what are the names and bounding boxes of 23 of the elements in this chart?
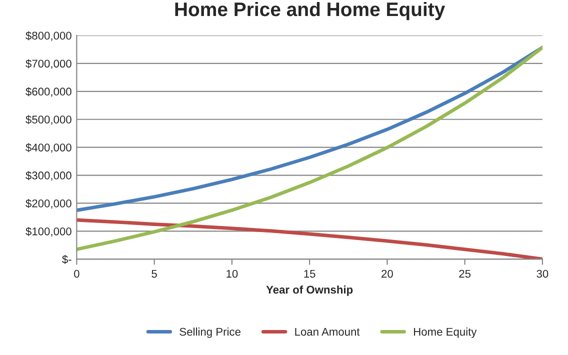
y-tick-label: $400,000 (26, 143, 72, 153)
y-tick-label: $700,000 (26, 59, 72, 69)
x-tick-label: 25 (459, 270, 471, 278)
y-tick-label: $600,000 (26, 87, 72, 97)
line-series (76, 46, 542, 212)
legend-label: Loan Amount (295, 328, 360, 336)
x-tick-label: 5 (152, 270, 157, 278)
y-tick-label: $500,000 (26, 115, 72, 125)
x-axis-title: Year of Ownship (266, 285, 353, 296)
x-tick-label: 15 (304, 270, 316, 278)
legend-label: Home Equity (414, 328, 477, 338)
y-tick-label: $100,000 (26, 226, 72, 237)
x-tick-label: 20 (382, 270, 393, 278)
x-tick-label: 10 (226, 270, 238, 278)
y-tick-label: $300,000 (26, 171, 72, 181)
x-tick-label: 30 (536, 270, 548, 278)
line-series (76, 46, 542, 252)
y-tick-label: $- (62, 254, 72, 264)
legend-label: Selling Price (180, 328, 240, 338)
chart-title: Home Price and Home Equity (175, 2, 446, 20)
y-tick-label: $200,000 (26, 199, 72, 209)
x-tick-label: 0 (74, 270, 80, 278)
y-tick-label: $800,000 (26, 31, 72, 41)
